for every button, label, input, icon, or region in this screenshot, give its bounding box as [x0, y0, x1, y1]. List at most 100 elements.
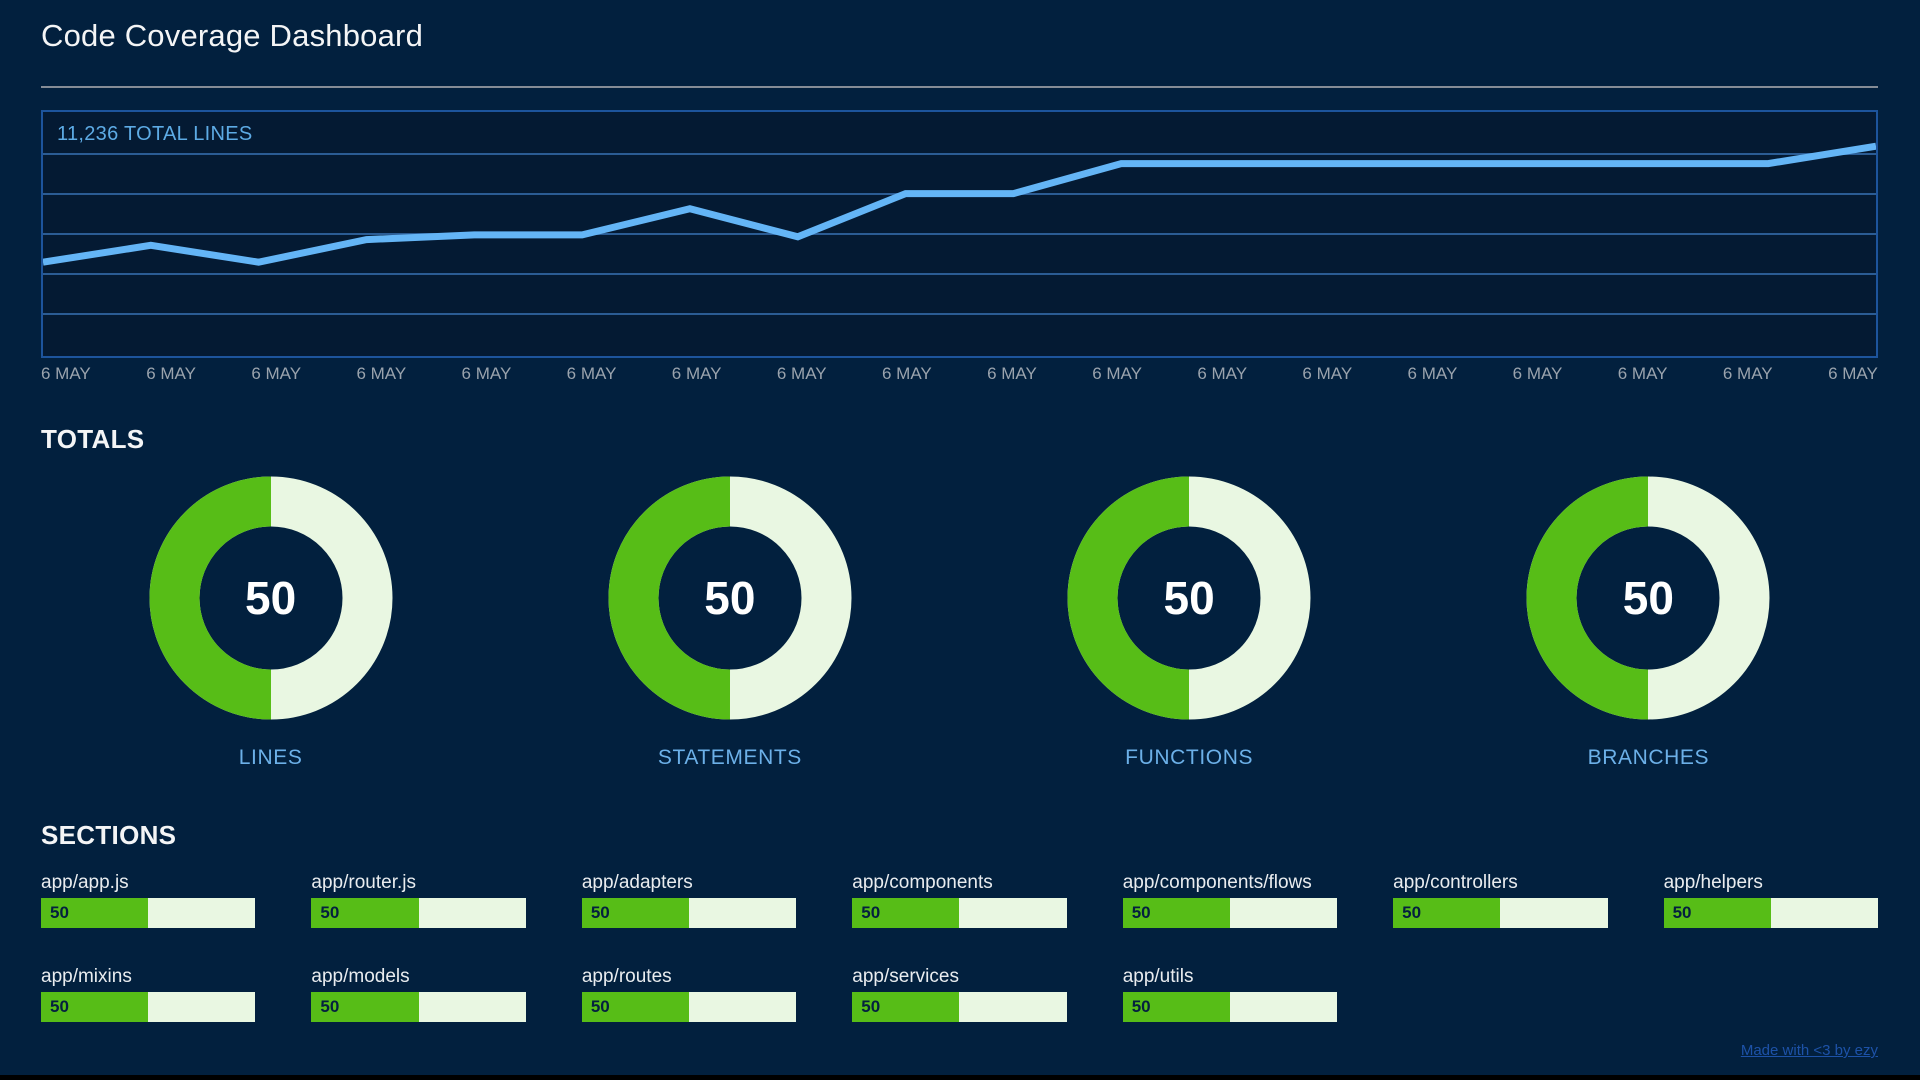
donut-ring-fill — [1067, 476, 1190, 720]
x-axis-label: 6 MAY — [1407, 364, 1458, 383]
donut-label: FUNCTIONS — [1125, 746, 1254, 769]
section-progress-value: 50 — [1672, 903, 1692, 922]
section-progress-bar: 50 — [852, 992, 1067, 1022]
x-axis-label: 6 MAY — [671, 364, 722, 383]
section-label: app/services — [852, 966, 959, 987]
section-item: app/helpers 50 — [1663, 872, 1878, 928]
section-progress-value: 50 — [1131, 997, 1151, 1016]
x-axis-label: 6 MAY — [1302, 364, 1353, 383]
section-progress-bar: 50 — [41, 898, 256, 928]
section-progress-value: 50 — [50, 903, 69, 922]
section-progress-bar: 50 — [1122, 898, 1338, 928]
donut-gauge-lines: 50 LINES — [149, 476, 393, 770]
totals-heading: TOTALS — [41, 424, 145, 454]
donut-svg — [149, 476, 393, 720]
x-axis-label: 6 MAY — [776, 364, 827, 383]
section-item: app/controllers 50 — [1393, 872, 1608, 928]
section-progress-value: 50 — [1131, 903, 1151, 922]
section-progress-fill: 50 — [852, 992, 960, 1022]
footer-credit-link[interactable]: Made with <3 by ezy — [1740, 1042, 1878, 1059]
x-axis-label: 6 MAY — [41, 364, 91, 383]
section-label: app/router.js — [311, 872, 416, 893]
section-progress-fill: 50 — [1122, 898, 1230, 928]
section-label: app/models — [311, 966, 410, 987]
section-label: app/adapters — [581, 872, 693, 893]
section-item: app/utils 50 — [1122, 966, 1338, 1022]
x-axis-label: 6 MAY — [881, 364, 932, 383]
section-progress-bar: 50 — [581, 992, 797, 1022]
footer: Made with <3 by ezy — [41, 1042, 1878, 1060]
section-progress-value: 50 — [861, 903, 881, 922]
line-chart-svg — [43, 142, 1876, 315]
section-label: app/controllers — [1393, 872, 1518, 893]
donut-value: 50 — [1622, 572, 1674, 624]
donut-gauge-branches: 50 BRANCHES — [1526, 476, 1770, 770]
donut-ring-fill — [1526, 476, 1650, 720]
x-axis-label: 6 MAY — [1197, 364, 1248, 383]
section-progress-bar: 50 — [1663, 898, 1878, 928]
x-axis-label: 6 MAY — [146, 364, 196, 383]
section-item: app/routes 50 — [581, 966, 797, 1022]
section-progress-value: 50 — [1402, 903, 1422, 922]
donut-svg — [1067, 476, 1311, 720]
x-axis-label: 6 MAY — [1617, 364, 1668, 383]
donut-value: 50 — [704, 572, 756, 624]
section-progress-value: 50 — [861, 997, 881, 1016]
page-title: Code Coverage Dashboard — [41, 18, 424, 53]
donut-chart: 50 — [149, 476, 393, 720]
section-progress-bar: 50 — [852, 898, 1067, 928]
section-label: app/utils — [1122, 966, 1194, 987]
x-axis-label: 6 MAY — [356, 364, 407, 383]
donut-label: STATEMENTS — [657, 746, 802, 769]
section-progress-value: 50 — [50, 997, 69, 1016]
section-progress-value: 50 — [320, 903, 340, 922]
donut-svg — [608, 476, 852, 720]
totals-gauges: 50 LINES 50 STATEMENTS 50 FUNCTIONS 50 BRANCHES — [41, 476, 1878, 770]
title-divider — [41, 86, 1878, 88]
section-progress-bar: 50 — [1122, 992, 1338, 1022]
section-item: app/services 50 — [852, 966, 1067, 1022]
section-label: app/routes — [581, 966, 672, 987]
section-label: app/components/flows — [1122, 872, 1312, 893]
section-item: app/router.js 50 — [311, 872, 526, 928]
section-progress-fill: 50 — [1393, 898, 1501, 928]
section-progress-fill: 50 — [1122, 992, 1230, 1022]
section-label: app/components — [852, 872, 993, 893]
section-progress-fill: 50 — [581, 992, 690, 1022]
donut-label: BRANCHES — [1587, 746, 1710, 769]
section-item: app/app.js 50 — [41, 872, 256, 928]
section-progress-fill: 50 — [852, 898, 960, 928]
section-label: app/app.js — [41, 872, 129, 893]
x-axis-label: 6 MAY — [987, 364, 1037, 383]
section-item: app/components/flows 50 — [1122, 872, 1338, 928]
section-progress-fill: 50 — [581, 898, 690, 928]
donut-label: LINES — [238, 746, 303, 769]
donut-gauge-statements: 50 STATEMENTS — [608, 476, 852, 770]
x-axis-label: 6 MAY — [1092, 364, 1142, 383]
donut-gauge-functions: 50 FUNCTIONS — [1067, 476, 1311, 770]
section-progress-bar: 50 — [311, 898, 526, 928]
sections-grid: app/app.js 50 app/router.js 50 app/adapters 5… — [41, 872, 1878, 1022]
section-item: app/mixins 50 — [41, 966, 256, 1022]
section-progress-bar: 50 — [1393, 898, 1608, 928]
sections-heading: SECTIONS — [41, 820, 177, 850]
donut-svg — [1526, 476, 1770, 720]
section-item: app/adapters 50 — [581, 872, 797, 928]
section-progress-fill: 50 — [41, 992, 149, 1022]
donut-ring-fill — [608, 476, 731, 720]
donut-chart: 50 — [1067, 476, 1311, 720]
x-axis-label: 6 MAY — [1828, 364, 1878, 383]
section-progress-value: 50 — [590, 903, 610, 922]
total-lines-chart: 11,236 TOTAL LINES — [41, 110, 1878, 358]
total-lines-label: 11,236 TOTAL LINES — [57, 123, 253, 145]
donut-chart: 50 — [608, 476, 852, 720]
donut-value: 50 — [245, 572, 297, 624]
section-progress-fill: 50 — [311, 898, 419, 928]
section-progress-value: 50 — [320, 997, 340, 1016]
donut-ring-fill — [149, 476, 272, 720]
x-axis-label: 6 MAY — [1512, 364, 1563, 383]
section-label: app/mixins — [41, 966, 132, 987]
section-label: app/helpers — [1663, 872, 1763, 893]
section-progress-fill: 50 — [311, 992, 419, 1022]
